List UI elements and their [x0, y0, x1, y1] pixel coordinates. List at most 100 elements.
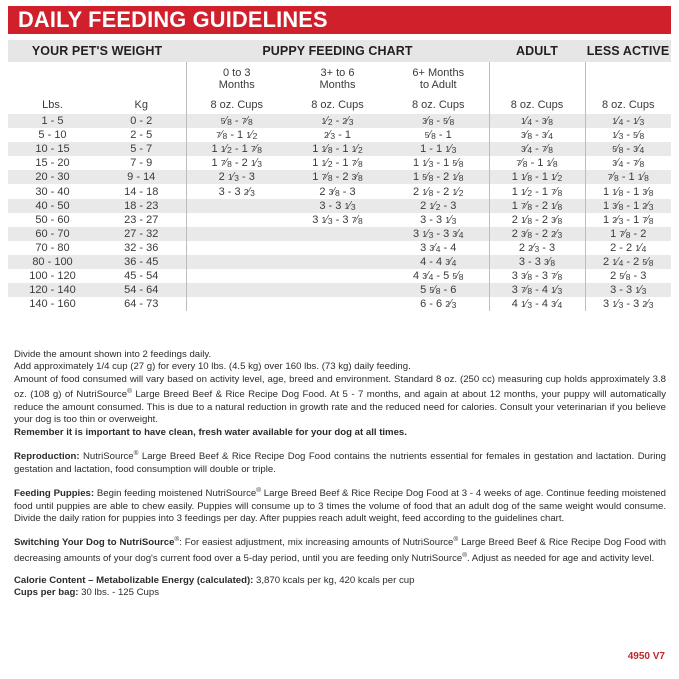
age-header-0-3-line2: Months	[218, 79, 255, 91]
note-switching: Switching Your Dog to NutriSource®: For …	[14, 534, 666, 565]
cell-adult: 4 1⁄3 - 4 3⁄4	[488, 297, 585, 312]
spacer-3	[14, 525, 666, 534]
note-reproduction-part1: NutriSource	[79, 451, 134, 463]
cell-adult: 2 2⁄3 - 3	[488, 240, 585, 255]
cell-adult: 3⁄8 - 3⁄4	[488, 128, 585, 143]
cell-less-active: 1⁄4 - 1⁄3	[584, 114, 671, 129]
note-cups-per-bag: Cups per bag: 30 lbs. - 125 Cups	[14, 587, 666, 599]
cell-lbs: 20 - 30	[8, 170, 97, 185]
notes-section: Divide the amount shown into 2 feedings …	[14, 349, 666, 599]
note-reproduction-part2: Large Breed Beef & Rice Recipe Dog Food …	[14, 451, 666, 475]
cell-less-active: 2 5⁄8 - 3	[584, 269, 671, 284]
cell-adult: 2 3⁄8 - 2 2⁄3	[488, 226, 585, 241]
cell-puppy-6-plus-months: 1 - 1 1⁄3	[388, 142, 489, 157]
age-header-6-plus-line1: 6+ Months	[412, 66, 465, 79]
cell-less-active: 2 - 2 1⁄4	[584, 240, 671, 255]
age-header-blank-less-active	[584, 62, 671, 96]
cell-puppy-6-plus-months: 1 1⁄3 - 1 5⁄8	[413, 157, 464, 170]
cell-puppy-3-6-months	[287, 297, 388, 311]
registered-mark-icon: ®	[453, 536, 459, 544]
table-row: 50 - 60 23 - 27 3 1⁄3 - 3 7⁄8 3 - 3 1⁄3 2 1⁄…	[8, 212, 671, 227]
cell-puppy-6-plus-months: 4 - 4 3⁄4	[388, 254, 489, 270]
age-header-0-3-line1: 0 to 3	[222, 66, 251, 79]
age-header-6-plus-line2: to Adult	[419, 79, 457, 91]
cell-adult: 1 7⁄8 - 2 1⁄8	[488, 198, 585, 213]
table-unit-header-row: Lbs. Kg 8 oz. Cups 8 oz. Cups 8 oz. Cups…	[8, 96, 671, 114]
spacer-2	[14, 476, 666, 485]
note-reproduction-label: Reproduction:	[14, 451, 80, 463]
cell-puppy-0-3-months: 2 1⁄3 - 3	[185, 170, 287, 185]
cell-kg: 14 - 18	[124, 185, 159, 198]
age-header-blank-lbs	[8, 62, 97, 96]
cell-lbs: 140 - 160	[29, 298, 76, 311]
cell-less-active: 5⁄8 - 3⁄4	[584, 142, 671, 157]
cell-kg: 32 - 36	[124, 241, 159, 254]
table-row: 30 - 40 14 - 18 3 - 3 2⁄3 2 3⁄8 - 3 2 1⁄8 - …	[8, 184, 671, 199]
table-row: 5 - 10 2 - 5 7⁄8 - 1 1⁄2 2⁄3 - 1 5⁄8 - 1 3⁄8 …	[8, 128, 671, 143]
cell-adult: 3⁄4 - 7⁄8	[488, 142, 585, 157]
age-header-3-6-line2: Months	[319, 79, 356, 91]
cell-lbs: 100 - 120	[29, 270, 76, 283]
cell-less-active: 1 3⁄8 - 1 2⁄3	[584, 198, 671, 213]
cell-lbs: 50 - 60	[35, 213, 70, 226]
cell-lbs: 70 - 80	[35, 241, 70, 254]
cell-puppy-6-plus-months: 3⁄8 - 5⁄8	[388, 114, 489, 129]
age-header-blank-adult	[488, 62, 585, 96]
cell-puppy-6-plus-months: 5 5⁄8 - 6	[388, 283, 489, 298]
cell-kg: 2 - 5	[130, 129, 153, 142]
cell-adult: 2 1⁄8 - 2 3⁄8	[488, 212, 585, 227]
note-feeding-puppies-label: Feeding Puppies:	[14, 488, 95, 500]
cell-puppy-6-plus-months: 3 1⁄3 - 3 3⁄4	[388, 226, 489, 241]
table-row: 60 - 70 27 - 32 3 1⁄3 - 3 3⁄4 2 3⁄8 - 2 2⁄3…	[8, 226, 671, 241]
note-amount-consumed: Amount of food consumed will vary based …	[14, 374, 666, 427]
cell-puppy-6-plus-months: 6 - 6 2⁄3	[420, 298, 457, 311]
cell-less-active: 1 7⁄8 - 2	[584, 226, 671, 241]
cell-less-active: 2 1⁄4 - 2 5⁄8	[584, 254, 671, 270]
cell-lbs: 40 - 50	[8, 198, 97, 213]
cell-lbs: 15 - 20	[35, 157, 70, 170]
feeding-guidelines-table: YOUR PET'S WEIGHT PUPPY FEEDING CHART AD…	[8, 40, 671, 312]
table-row: 80 - 100 36 - 45 4 - 4 3⁄4 3 - 3 3⁄8 2 1⁄4 -…	[8, 254, 671, 270]
note-amount-consumed-part1: Amount of food consumed will vary based …	[14, 373, 666, 401]
cell-less-active: 3 - 3 1⁄3	[584, 283, 671, 298]
cell-adult: 1⁄4 - 3⁄8	[488, 114, 585, 129]
unit-header-cups-3-6: 8 oz. Cups	[287, 96, 388, 114]
cell-kg: 64 - 73	[124, 298, 159, 311]
note-switching-label: Switching Your Dog to NutriSource	[14, 537, 175, 549]
cell-kg: 36 - 45	[97, 254, 186, 270]
group-header-adult: ADULT	[489, 40, 585, 62]
age-header-blank-kg	[97, 62, 186, 96]
cell-less-active: 1⁄3 - 5⁄8	[584, 128, 671, 143]
cell-lbs: 1 - 5	[8, 114, 97, 129]
unit-header-lbs: Lbs.	[8, 96, 97, 114]
cell-puppy-0-3-months	[185, 297, 287, 312]
cell-puppy-6-plus-months: 2 1⁄8 - 2 1⁄2	[413, 185, 464, 198]
cell-puppy-3-6-months: 2⁄3 - 1	[323, 129, 352, 142]
cell-puppy-0-3-months	[185, 198, 287, 213]
unit-header-cups-6-plus: 8 oz. Cups	[388, 96, 489, 114]
note-calorie-label: Calorie Content – Metabolizable Energy (…	[14, 574, 254, 586]
cell-kg: 27 - 32	[97, 226, 186, 241]
registered-mark-icon: ®	[174, 536, 180, 544]
cell-lbs: 5 - 10	[38, 129, 67, 142]
registered-mark-icon: ®	[133, 450, 139, 458]
cell-lbs: 30 - 40	[35, 185, 70, 198]
cell-less-active: 3⁄4 - 7⁄8	[584, 156, 671, 171]
cell-puppy-6-plus-months: 2 1⁄2 - 3	[388, 198, 489, 213]
cell-adult: 1 1⁄2 - 1 7⁄8	[488, 184, 585, 199]
registered-mark-icon: ®	[462, 552, 467, 560]
cell-kg: 0 - 2	[97, 114, 186, 129]
note-feeding-puppies: Feeding Puppies: Begin feeding moistened…	[14, 485, 666, 525]
cell-kg: 54 - 64	[97, 283, 186, 298]
note-cups-value: 30 lbs. - 125 Cups	[78, 587, 160, 599]
cell-lbs: 60 - 70	[8, 226, 97, 241]
age-header-3-6-line1: 3+ to 6	[320, 66, 355, 79]
title-banner: DAILY FEEDING GUIDELINES	[8, 6, 671, 34]
cell-puppy-0-3-months	[185, 269, 287, 284]
cell-adult: 3 3⁄8 - 3 7⁄8	[488, 269, 585, 284]
cell-kg: 23 - 27	[124, 213, 159, 226]
age-header-6-plus-months: 6+ Months to Adult	[388, 62, 489, 96]
cell-puppy-3-6-months	[287, 241, 388, 255]
cell-puppy-6-plus-months: 5⁄8 - 1	[424, 129, 452, 142]
